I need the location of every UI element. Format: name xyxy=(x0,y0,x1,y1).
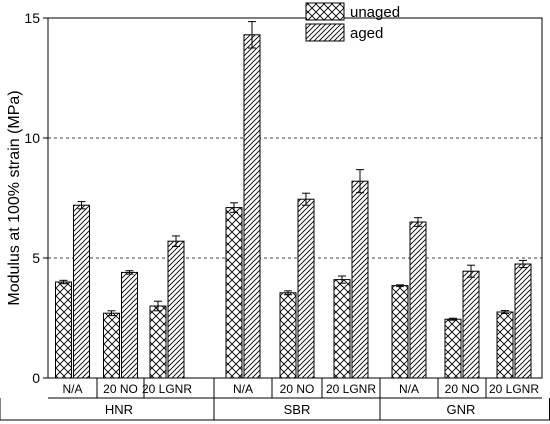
legend-swatch-aged xyxy=(305,23,345,42)
bar-unaged xyxy=(55,281,72,379)
bar-unaged xyxy=(444,318,462,379)
bar-aged xyxy=(351,180,369,379)
grid-lines xyxy=(48,137,542,259)
category-label: 20 LGNR xyxy=(489,382,539,396)
bar-aged xyxy=(243,34,261,379)
category-label: N/A xyxy=(62,382,82,396)
legend-swatch-unaged xyxy=(305,2,345,21)
legend-label: aged xyxy=(350,25,383,42)
bar-unaged xyxy=(103,312,120,379)
y-tick-label: 15 xyxy=(24,10,40,26)
y-axis: 0 5 10 15 xyxy=(24,10,48,386)
category-label: N/A xyxy=(233,382,253,396)
bar-unaged xyxy=(333,279,351,379)
legend: unaged aged xyxy=(305,2,400,42)
error-bars xyxy=(59,21,527,321)
bar-unaged xyxy=(225,207,243,379)
legend-label: unaged xyxy=(350,4,400,21)
category-label: 20 NO xyxy=(280,382,315,396)
group-label: GNR xyxy=(447,402,476,417)
category-label: 20 LGNR xyxy=(142,382,192,396)
category-label: 20 NO xyxy=(445,382,480,396)
bar-unaged xyxy=(496,311,514,379)
bar-unaged xyxy=(279,292,297,379)
bar-aged xyxy=(514,263,532,379)
x-axis-category-table: N/A 20 NO 20 LGNR HNR N/A 20 NO 20 LGNR SBR N/A 2… xyxy=(0,378,550,421)
y-tick-label: 0 xyxy=(32,370,40,386)
bar-aged xyxy=(73,204,90,379)
bar-aged xyxy=(409,221,427,379)
bar-unaged xyxy=(391,285,409,379)
y-axis-title: Modulus at 100% strain (MPa) xyxy=(6,90,23,305)
y-tick-label: 5 xyxy=(32,250,40,266)
plot-frame xyxy=(47,17,543,379)
category-label: 20 LGNR xyxy=(326,382,376,396)
bar-aged xyxy=(121,271,138,379)
bar-aged xyxy=(167,240,185,379)
bars xyxy=(55,34,532,379)
category-label: 20 NO xyxy=(103,382,138,396)
group-label: HNR xyxy=(105,402,133,417)
bar-aged xyxy=(297,198,315,379)
bar-unaged xyxy=(149,305,167,379)
group-label: SBR xyxy=(284,402,311,417)
bar-aged xyxy=(462,270,480,379)
category-label: N/A xyxy=(399,382,419,396)
y-tick-label: 10 xyxy=(24,130,40,146)
